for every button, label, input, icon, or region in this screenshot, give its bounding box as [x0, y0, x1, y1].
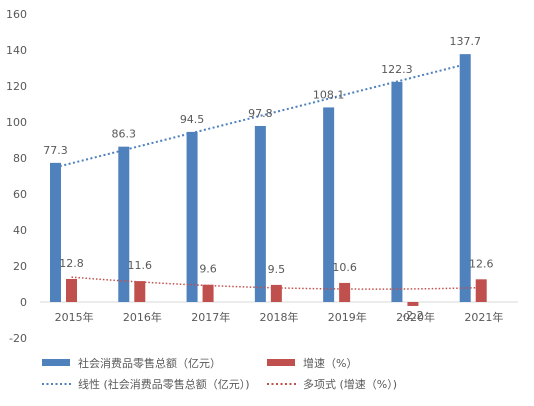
legend-label: 多项式 (增速（%）): [303, 377, 397, 391]
y-tick-label: 20: [13, 260, 27, 273]
data-label-retail-sales: 94.5: [180, 113, 205, 126]
legend-swatch: [267, 359, 295, 366]
y-tick-label: 40: [13, 224, 27, 237]
y-tick-label: 0: [20, 296, 27, 309]
x-tick-label: 2020年: [396, 310, 435, 324]
x-tick-label: 2015年: [55, 310, 94, 324]
data-label-retail-sales: 137.7: [449, 35, 481, 48]
data-label-growth-rate: -2.2: [402, 309, 423, 322]
y-tick-label: 100: [6, 116, 27, 129]
data-label-retail-sales: 77.3: [43, 144, 68, 157]
y-axis: -20 0 20 40 60 80 100 120 140 160: [6, 8, 27, 345]
data-label-retail-sales: 122.3: [381, 63, 413, 76]
bar-retail-sales: [323, 107, 335, 302]
bar-growth-rate: [475, 279, 487, 302]
bar-retail-sales: [50, 162, 61, 302]
y-tick-label: 140: [6, 44, 27, 57]
data-labels-layer: 77.3 12.8 86.3 11.6 94.5 9.6 97.8 9.5 108.1 10.6 1…: [43, 35, 493, 322]
bar-retail-sales: [254, 125, 266, 303]
y-tick-label: 120: [6, 80, 27, 93]
y-tick-label: 80: [13, 152, 27, 165]
y-tick-label: 160: [6, 8, 27, 21]
data-label-growth-rate: 12.8: [59, 257, 84, 270]
legend-label: 增速（%）: [303, 356, 357, 370]
legend: 社会消费品零售总额（亿元） 增速（%） 线性 (社会消费品零售总额（亿元）) 多项式 …: [42, 356, 397, 391]
legend-swatch: [42, 359, 70, 366]
x-tick-label: 2018年: [260, 310, 299, 324]
y-tick-label: -20: [9, 332, 27, 345]
bar-growth-rate: [134, 281, 146, 302]
x-axis: 2015年 2016年 2017年 2018年 2019年 2020年 2021年: [55, 310, 504, 324]
legend-item: 增速（%）: [267, 356, 357, 370]
legend-item: 线性 (社会消费品零售总额（亿元）): [42, 377, 250, 391]
data-label-growth-rate: 9.5: [268, 263, 286, 276]
legend-item: 社会消费品零售总额（亿元）: [42, 356, 221, 370]
bars-layer: [50, 54, 487, 306]
data-label-growth-rate: 11.6: [128, 259, 153, 272]
data-label-retail-sales: 108.1: [313, 88, 345, 101]
bar-retail-sales: [459, 54, 471, 302]
y-tick-label: 60: [13, 188, 27, 201]
data-label-growth-rate: 12.6: [469, 257, 494, 270]
x-tick-label: 2021年: [464, 310, 503, 324]
bar-retail-sales: [118, 146, 130, 302]
x-tick-label: 2017年: [191, 310, 230, 324]
legend-label: 线性 (社会消费品零售总额（亿元）): [78, 377, 250, 391]
x-tick-label: 2016年: [123, 310, 162, 324]
data-label-growth-rate: 10.6: [332, 261, 357, 274]
trendlines-layer: [55, 63, 482, 290]
x-tick-label: 2019年: [328, 310, 367, 324]
bar-retail-sales: [391, 81, 403, 302]
data-label-retail-sales: 97.8: [248, 107, 273, 120]
trendline-linear: [55, 63, 466, 169]
bar-growth-rate: [202, 284, 214, 302]
legend-item: 多项式 (增速（%）): [267, 377, 397, 391]
data-label-retail-sales: 86.3: [112, 128, 137, 141]
bar-growth-rate: [270, 284, 282, 302]
bar-growth-rate: [339, 282, 351, 302]
bar-retail-sales: [186, 131, 198, 302]
data-label-growth-rate: 9.6: [199, 263, 217, 276]
bar-growth-rate: [407, 302, 419, 306]
legend-label: 社会消费品零售总额（亿元）: [78, 356, 221, 370]
bar-growth-rate: [66, 278, 77, 302]
